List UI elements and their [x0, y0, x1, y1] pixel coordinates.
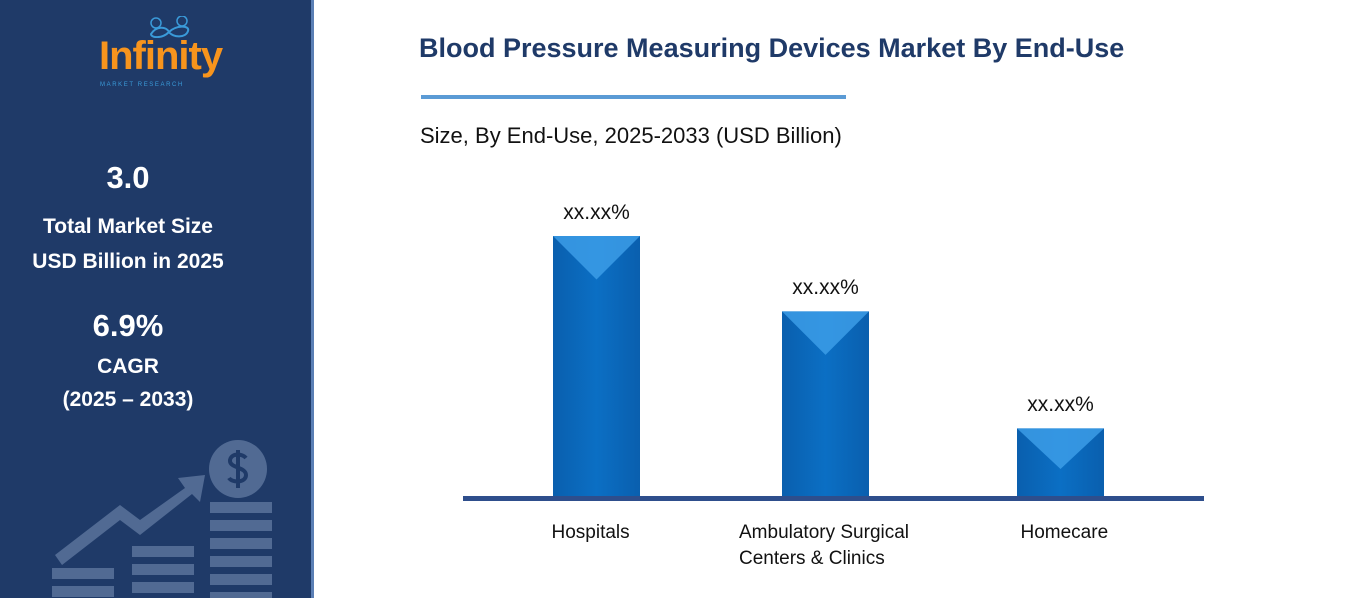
- growth-chart-dollar-icon: [52, 440, 272, 598]
- chart-title: Blood Pressure Measuring Devices Market …: [419, 33, 1125, 63]
- title-underline: [421, 95, 846, 99]
- bar-highlight-1: [782, 311, 869, 355]
- category-label: Homecare: [1021, 520, 1109, 546]
- market-size-value: 3.0: [106, 160, 150, 195]
- market-size-label: Total Market Size: [43, 215, 213, 238]
- category-label: Hospitals: [552, 520, 630, 546]
- chart-subtitle: Size, By End-Use, 2025-2033 (USD Billion…: [420, 123, 842, 148]
- data-label: xx.xx%: [792, 276, 859, 300]
- cagr-value: 6.9%: [92, 308, 164, 343]
- logo-subtext: MARKET RESEARCH: [100, 82, 184, 88]
- x-axis-baseline: [463, 496, 1204, 501]
- category-label: Ambulatory Surgical Centers & Clinics: [739, 520, 909, 572]
- cagr-period: (2025 – 2033): [62, 388, 194, 411]
- category-label-line: Ambulatory Surgical: [739, 522, 910, 543]
- sidebar: Infinity MARKET RESEARCH 3.0 Total Marke…: [0, 0, 314, 598]
- data-label: xx.xx%: [563, 201, 630, 224]
- logo-figures-icon: [149, 16, 190, 38]
- cagr-label: CAGR: [97, 355, 159, 378]
- category-label-line: Homecare: [1020, 522, 1109, 543]
- category-label-line: Centers & Clinics: [739, 548, 885, 569]
- data-label: xx.xx%: [1027, 393, 1094, 417]
- bar-highlight-2: [1017, 428, 1104, 469]
- market-size-unit: USD Billion in 2025: [32, 250, 224, 273]
- bar-highlight-0: [553, 236, 640, 280]
- logo-text: Infinity: [99, 34, 223, 78]
- category-label-line: Hospitals: [551, 522, 630, 543]
- logo: Infinity MARKET RESEARCH: [96, 16, 236, 92]
